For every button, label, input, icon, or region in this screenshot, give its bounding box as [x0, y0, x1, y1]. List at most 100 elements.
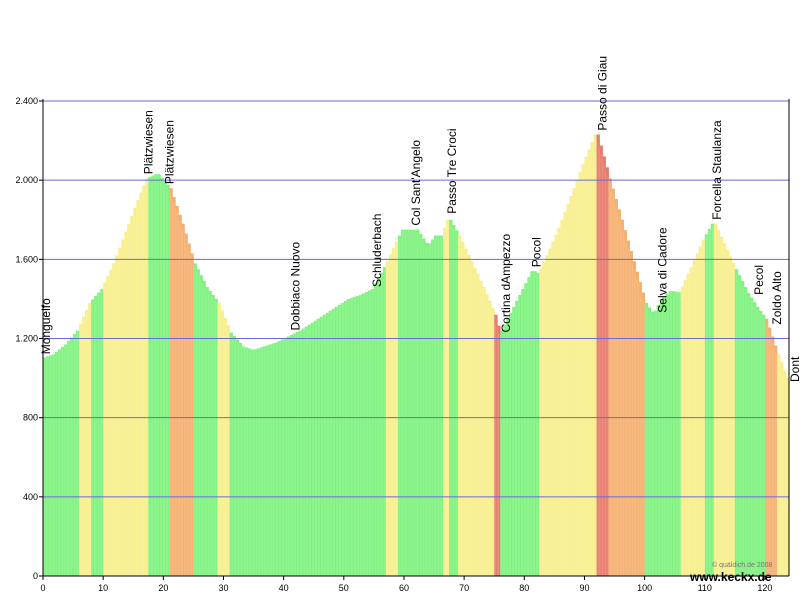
- x-tick-label: 70: [459, 583, 469, 593]
- profile-bar: [422, 238, 426, 577]
- profile-bar: [734, 269, 739, 576]
- profile-bar: [262, 346, 266, 576]
- profile-bar: [115, 255, 119, 576]
- profile-bar: [349, 297, 354, 576]
- profile-bar: [665, 293, 670, 576]
- profile-bar: [452, 225, 456, 576]
- profile-bar: [635, 271, 639, 576]
- profile-bar: [346, 298, 351, 576]
- profile-bar: [118, 247, 122, 577]
- profile-bar: [542, 261, 546, 576]
- profile-bar: [151, 175, 155, 576]
- profile-bar: [770, 336, 775, 576]
- profile-bar: [668, 291, 673, 576]
- profile-bar: [124, 231, 128, 576]
- y-tick-label: 1.200: [15, 334, 38, 344]
- profile-bar: [425, 243, 429, 577]
- profile-bar: [512, 306, 516, 576]
- profile-bar: [683, 280, 688, 576]
- profile-bar: [629, 250, 633, 576]
- profile-bar: [292, 333, 297, 576]
- profile-bar: [488, 300, 492, 576]
- waypoint-label: Selva di Cadore: [656, 227, 670, 313]
- profile-bar: [361, 293, 366, 576]
- profile-bar: [58, 349, 62, 576]
- profile-bar: [46, 356, 50, 576]
- profile-bar: [250, 349, 254, 576]
- waypoint-label: Plätzwiesen: [141, 110, 155, 174]
- profile-bar: [382, 267, 387, 576]
- profile-bar: [491, 307, 495, 576]
- profile-bar: [599, 145, 603, 576]
- profile-bar: [82, 316, 86, 576]
- profile-bar: [605, 167, 609, 577]
- waypoint-label: Forcella Staulanza: [710, 120, 724, 220]
- profile-bar: [376, 278, 381, 576]
- waypoint-label: Passo di Giau: [596, 56, 610, 131]
- profile-bar: [283, 338, 288, 576]
- profile-bar: [70, 337, 74, 576]
- profile-bar: [782, 370, 787, 576]
- profile-bar: [331, 308, 336, 576]
- profile-bar: [220, 310, 224, 576]
- profile-bar: [707, 228, 712, 576]
- profile-bar: [94, 295, 98, 576]
- profile-bar: [214, 298, 218, 576]
- profile-bar: [355, 295, 360, 576]
- profile-bar: [205, 287, 209, 576]
- profile-bar: [554, 234, 558, 576]
- profile-bar: [181, 223, 185, 577]
- profile-bar: [617, 209, 621, 576]
- y-tick-label: 1.600: [15, 254, 38, 264]
- profile-bar: [428, 243, 432, 576]
- profile-bar: [337, 304, 342, 576]
- profile-bar: [61, 346, 65, 576]
- profile-bar: [157, 174, 161, 576]
- profile-bar: [73, 334, 77, 576]
- profile-bar: [343, 300, 348, 576]
- profile-bar: [166, 184, 170, 576]
- profile-bar: [328, 310, 333, 576]
- profile-bar: [494, 314, 498, 576]
- profile-bar: [698, 246, 703, 576]
- profile-bar: [728, 256, 733, 576]
- x-tick-label: 20: [158, 583, 168, 593]
- profile-bar: [686, 273, 691, 576]
- profile-bar: [163, 181, 167, 576]
- x-tick-label: 110: [698, 583, 712, 593]
- axes: [42, 99, 790, 577]
- profile-bar: [650, 312, 655, 576]
- profile-bar: [482, 287, 486, 576]
- profile-bar: [551, 241, 555, 577]
- profile-bar: [313, 320, 318, 576]
- profile-bar: [662, 296, 667, 576]
- profile-bar: [43, 357, 47, 576]
- profile-bar: [133, 207, 137, 576]
- x-tick-label: 40: [279, 583, 289, 593]
- profile-bar: [524, 283, 528, 576]
- profile-bar: [394, 241, 399, 577]
- profile-bar: [440, 235, 444, 577]
- profile-bar: [434, 235, 438, 577]
- profile-bar: [109, 269, 113, 576]
- profile-bar: [127, 223, 131, 577]
- profile-bar: [533, 271, 537, 576]
- profile-bar: [500, 330, 504, 576]
- profile-bar: [578, 172, 582, 576]
- profile-bar: [557, 227, 561, 576]
- profile-bar: [412, 229, 417, 577]
- profile-bar: [409, 229, 414, 577]
- profile-bar: [91, 299, 95, 576]
- profile-bar: [677, 292, 682, 576]
- waypoint-label: Pecol: [752, 265, 766, 295]
- profile-bar: [590, 142, 594, 577]
- x-tick-label: 0: [40, 583, 45, 593]
- profile-bar: [172, 196, 176, 577]
- profile-bar: [656, 304, 661, 576]
- profile-bar: [461, 242, 465, 576]
- profile-bar: [545, 255, 549, 576]
- profile-bar: [713, 223, 718, 577]
- profile-bar: [145, 178, 149, 576]
- profile-bar: [518, 294, 522, 576]
